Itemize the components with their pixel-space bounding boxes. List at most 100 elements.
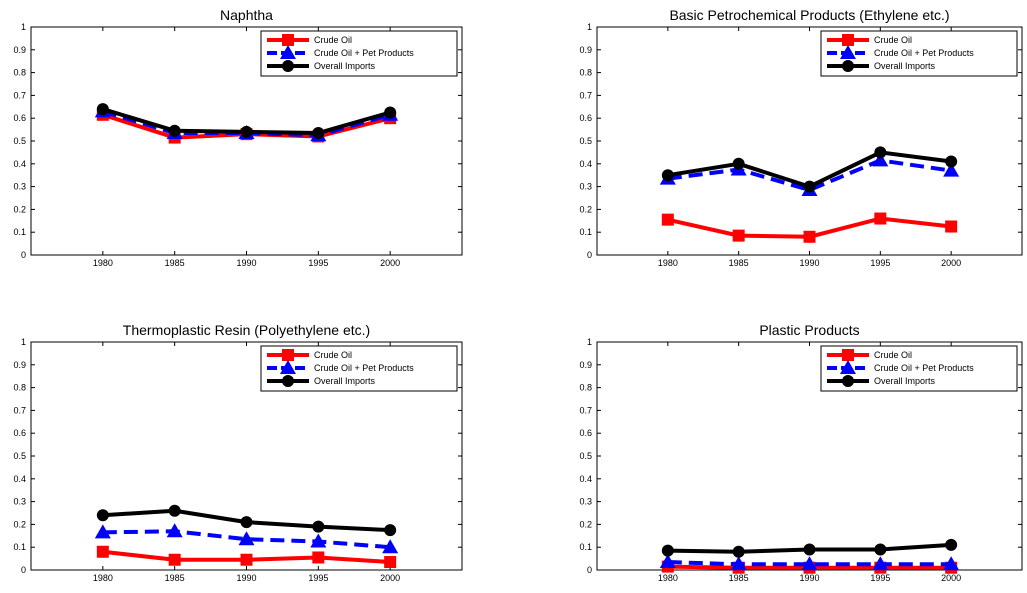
legend-label: Overall Imports bbox=[874, 61, 936, 71]
legend-label: Crude Oil bbox=[314, 35, 352, 45]
chart-title: Naphtha bbox=[220, 7, 273, 23]
x-tick-label: 1990 bbox=[236, 258, 256, 268]
legend-swatch-marker bbox=[840, 45, 856, 59]
legend-swatch-marker bbox=[282, 349, 294, 361]
data-point-overall-imports bbox=[732, 157, 745, 170]
data-point-crude-oil-pet-products bbox=[310, 533, 327, 548]
data-point-crude-oil bbox=[312, 551, 325, 564]
x-tick-label: 1980 bbox=[658, 573, 678, 583]
chart-title: Basic Petrochemical Products (Ethylene e… bbox=[669, 7, 949, 23]
chart-title: Plastic Products bbox=[759, 322, 859, 338]
data-point-overall-imports bbox=[384, 106, 397, 119]
data-point-crude-oil-pet-products bbox=[943, 556, 960, 571]
legend: Crude Oil Crude Oil + Pet Products Overall… bbox=[260, 30, 458, 77]
y-tick-label: 0.6 bbox=[13, 428, 26, 438]
x-tick-label: 2000 bbox=[941, 258, 961, 268]
data-point-overall-imports bbox=[240, 125, 253, 138]
x-tick-label: 1980 bbox=[93, 573, 113, 583]
subplot-1: Naphtha 0 0.1 0.2 0.3 0.4 0.5 0.6 0.7 0.8 0.9 1 1980… bbox=[13, 7, 463, 268]
y-tick-label: 1 bbox=[587, 337, 592, 347]
y-tick-label: 0.5 bbox=[579, 451, 592, 461]
x-tick-label: 1985 bbox=[729, 573, 749, 583]
data-point-overall-imports bbox=[96, 103, 109, 116]
y-tick-label: 0 bbox=[21, 565, 26, 575]
x-tick-label: 1985 bbox=[729, 258, 749, 268]
data-point-overall-imports bbox=[732, 545, 745, 558]
y-tick-label: 0.3 bbox=[13, 497, 26, 507]
legend-swatch-marker bbox=[282, 34, 294, 46]
x-tick-label: 1980 bbox=[658, 258, 678, 268]
subplot-3: Thermoplastic Resin (Polyethylene etc.) 0… bbox=[13, 322, 463, 583]
legend-swatch-marker bbox=[842, 60, 854, 72]
data-point-crude-oil bbox=[874, 212, 887, 225]
legend-swatch-marker bbox=[840, 360, 856, 374]
x-tick-label: 1990 bbox=[799, 258, 819, 268]
data-point-crude-oil bbox=[168, 553, 181, 566]
legend-label: Crude Oil bbox=[874, 35, 912, 45]
data-point-overall-imports bbox=[168, 124, 181, 137]
subplot-2: Basic Petrochemical Products (Ethylene e… bbox=[579, 7, 1023, 268]
data-point-crude-oil bbox=[945, 220, 958, 233]
y-tick-label: 0.2 bbox=[13, 204, 26, 214]
y-tick-label: 0 bbox=[587, 250, 592, 260]
x-tick-label: 1995 bbox=[308, 258, 328, 268]
legend: Crude Oil Crude Oil + Pet Products Overall… bbox=[820, 345, 1018, 392]
y-tick-label: 0.9 bbox=[579, 45, 592, 55]
data-point-overall-imports bbox=[312, 127, 325, 140]
legend: Crude Oil Crude Oil + Pet Products Overall… bbox=[820, 30, 1018, 77]
y-tick-label: 0.3 bbox=[579, 182, 592, 192]
data-point-overall-imports bbox=[661, 169, 674, 182]
y-tick-label: 1 bbox=[587, 22, 592, 32]
y-tick-label: 0.8 bbox=[579, 383, 592, 393]
data-point-overall-imports bbox=[312, 520, 325, 533]
data-point-crude-oil bbox=[732, 229, 745, 242]
series-line-crude-oil-pet-products bbox=[102, 529, 391, 550]
x-tick-label: 1990 bbox=[799, 573, 819, 583]
y-tick-label: 0.9 bbox=[13, 360, 26, 370]
data-point-crude-oil bbox=[240, 553, 253, 566]
data-point-crude-oil-pet-products bbox=[238, 531, 255, 546]
y-tick-label: 0.1 bbox=[13, 227, 26, 237]
x-tick-label: 2000 bbox=[941, 573, 961, 583]
data-point-overall-imports bbox=[945, 538, 958, 551]
series-line-crude-oil-pet-products bbox=[667, 560, 952, 567]
y-tick-label: 0.7 bbox=[579, 90, 592, 100]
y-tick-label: 0.4 bbox=[579, 474, 592, 484]
data-point-overall-imports bbox=[874, 146, 887, 159]
y-tick-label: 0 bbox=[21, 250, 26, 260]
subplot-4: Plastic Products 0 0.1 0.2 0.3 0.4 0.5 0.6 0.7 0.… bbox=[579, 322, 1023, 583]
data-point-crude-oil-pet-products bbox=[872, 556, 889, 571]
y-tick-label: 0.6 bbox=[13, 113, 26, 123]
data-point-overall-imports bbox=[240, 516, 253, 529]
data-point-crude-oil bbox=[803, 230, 816, 243]
legend-label: Crude Oil + Pet Products bbox=[314, 363, 414, 373]
x-tick-label: 1990 bbox=[236, 573, 256, 583]
legend-label: Crude Oil + Pet Products bbox=[314, 48, 414, 58]
data-point-crude-oil-pet-products bbox=[730, 556, 747, 571]
legend-label: Overall Imports bbox=[874, 376, 936, 386]
y-tick-label: 0.4 bbox=[13, 474, 26, 484]
y-tick-label: 0.6 bbox=[579, 113, 592, 123]
legend-swatch-marker bbox=[280, 360, 296, 374]
y-tick-label: 0.7 bbox=[13, 405, 26, 415]
data-point-crude-oil-pet-products bbox=[659, 554, 676, 569]
x-tick-label: 1985 bbox=[165, 573, 185, 583]
x-tick-label: 1980 bbox=[93, 258, 113, 268]
y-tick-label: 0 bbox=[587, 565, 592, 575]
data-point-overall-imports bbox=[803, 543, 816, 556]
y-tick-label: 0.8 bbox=[579, 68, 592, 78]
data-point-crude-oil-pet-products bbox=[943, 162, 960, 177]
y-tick-label: 0.5 bbox=[579, 136, 592, 146]
legend-label: Crude Oil bbox=[874, 350, 912, 360]
legend-label: Overall Imports bbox=[314, 61, 376, 71]
y-tick-label: 1 bbox=[21, 337, 26, 347]
y-tick-label: 0.7 bbox=[13, 90, 26, 100]
data-point-overall-imports bbox=[168, 504, 181, 517]
data-point-overall-imports bbox=[661, 544, 674, 557]
data-point-crude-oil-pet-products bbox=[382, 539, 399, 554]
data-point-crude-oil-pet-products bbox=[94, 524, 111, 539]
legend-label: Crude Oil bbox=[314, 350, 352, 360]
data-point-overall-imports bbox=[384, 524, 397, 537]
legend-label: Crude Oil + Pet Products bbox=[874, 48, 974, 58]
